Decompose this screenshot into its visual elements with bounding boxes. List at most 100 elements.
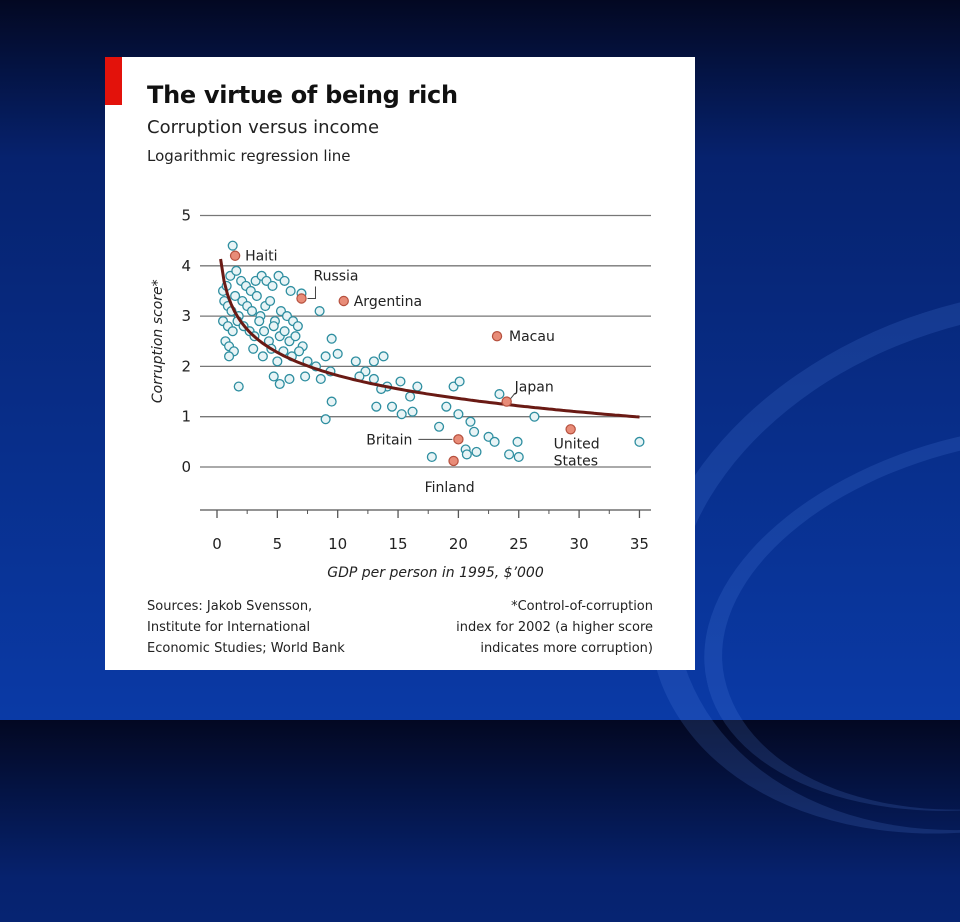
- data-point: [279, 275, 290, 286]
- annotations: Haiti Russia Argentina Macau Japan Britain Uni…: [245, 249, 600, 496]
- data-point: [314, 306, 325, 317]
- regression-note: Logarithmic regression line: [147, 147, 351, 165]
- highlight-point-russia: [296, 293, 307, 304]
- data-point: [469, 426, 480, 437]
- data-point: [386, 401, 398, 412]
- annotation-label-britain: Britain: [366, 432, 412, 448]
- x-tick-label-35: 35: [630, 535, 649, 553]
- data-point: [634, 436, 645, 447]
- data-point: [227, 240, 238, 251]
- accent-tab: [105, 57, 122, 105]
- data-point: [251, 290, 262, 302]
- data-point: [332, 348, 343, 359]
- data-point: [426, 451, 437, 462]
- data-point: [246, 306, 258, 317]
- data-point: [441, 401, 452, 412]
- data-point: [272, 356, 283, 367]
- chart-subtitle: Corruption versus income: [147, 117, 380, 138]
- data-point: [405, 391, 416, 402]
- y-tick-label-3: 3: [181, 307, 191, 325]
- axes: 0 1 2 3 4 5 0 5 10 15 20 25 30 35 GDP per person in 19…: [150, 207, 651, 581]
- leader-line: [510, 393, 516, 399]
- data-point: [412, 381, 423, 392]
- data-point: [454, 376, 465, 387]
- data-point: [274, 378, 285, 390]
- data-point: [292, 321, 303, 332]
- data-point: [248, 343, 259, 354]
- data-point: [461, 449, 472, 460]
- scatter-chart: 0 1 2 3 4 5 0 5 10 15 20 25 30 35 GDP per person in 19…: [150, 207, 651, 581]
- x-axis-label: GDP per person in 1995, $’000: [327, 565, 544, 581]
- data-point: [513, 451, 524, 462]
- data-point: [259, 326, 270, 337]
- sources-note: Sources: Jakob Svensson, Institute for I…: [147, 599, 345, 656]
- x-tick-label-30: 30: [570, 535, 589, 553]
- data-point: [371, 401, 382, 412]
- y-tick-label-4: 4: [181, 257, 191, 275]
- data-point: [230, 290, 241, 302]
- highlight-point-finland: [448, 455, 459, 467]
- data-point: [320, 351, 331, 362]
- data-point: [368, 356, 379, 367]
- data-point: [471, 446, 482, 457]
- annotation-label-argentina: Argentina: [354, 294, 422, 310]
- data-point: [257, 351, 268, 362]
- annotation-label-haiti: Haiti: [245, 249, 277, 265]
- data-point: [350, 356, 361, 367]
- highlight-point-macau: [491, 331, 503, 342]
- y-tick-label-1: 1: [181, 408, 191, 426]
- data-point: [396, 409, 407, 420]
- data-point: [489, 436, 500, 447]
- data-point: [326, 396, 337, 407]
- x-tick-label-0: 0: [212, 535, 222, 553]
- x-tick-label-20: 20: [449, 535, 468, 553]
- data-point: [504, 449, 515, 460]
- data-point: [268, 321, 279, 332]
- data-point: [233, 381, 244, 392]
- footnote: *Control-of-corruption index for 2002 (a…: [456, 599, 653, 656]
- data-point: [434, 421, 445, 432]
- annotation-label-united-states: United: [554, 436, 600, 452]
- data-point: [267, 280, 278, 291]
- annotation-label-finland: Finland: [425, 480, 475, 496]
- data-point: [265, 295, 276, 307]
- leader-line: [307, 286, 316, 299]
- chart-card: The virtue of being rich Corruption vers…: [105, 57, 695, 670]
- data-point: [268, 371, 279, 382]
- data-point: [529, 411, 540, 422]
- data-point: [294, 346, 305, 357]
- data-point: [320, 414, 331, 425]
- x-tick-label-15: 15: [389, 535, 408, 553]
- highlighted-points: [229, 250, 576, 467]
- data-point: [465, 416, 476, 427]
- highlight-point-japan: [501, 396, 512, 407]
- annotation-label-japan: Japan: [514, 380, 554, 396]
- x-tick-label-5: 5: [273, 535, 283, 553]
- data-point: [224, 351, 235, 362]
- x-tick-label-10: 10: [328, 535, 347, 553]
- data-point: [407, 406, 418, 417]
- y-axis-label: Corruption score*: [150, 279, 166, 403]
- y-tick-label-5: 5: [181, 207, 191, 225]
- data-point: [231, 265, 242, 276]
- regression-line: [219, 258, 640, 419]
- data-point: [290, 331, 301, 342]
- y-tick-label-0: 0: [181, 458, 191, 476]
- annotation-label-russia: Russia: [313, 268, 358, 284]
- data-point: [326, 333, 337, 344]
- highlight-point-haiti: [229, 250, 241, 261]
- data-point: [395, 376, 406, 387]
- chart-title: The virtue of being rich: [147, 81, 458, 109]
- highlight-point-britain: [453, 434, 464, 445]
- data-point: [285, 285, 296, 297]
- data-point: [284, 373, 295, 385]
- data-point: [378, 351, 389, 362]
- highlight-point-united-states: [565, 424, 576, 435]
- data-point: [494, 389, 505, 400]
- data-point: [453, 409, 464, 420]
- data-point: [254, 316, 265, 327]
- regression-line-group: [219, 258, 640, 419]
- data-point: [512, 436, 523, 447]
- highlight-point-argentina: [338, 295, 349, 307]
- annotation-label-united-states: States: [554, 453, 598, 469]
